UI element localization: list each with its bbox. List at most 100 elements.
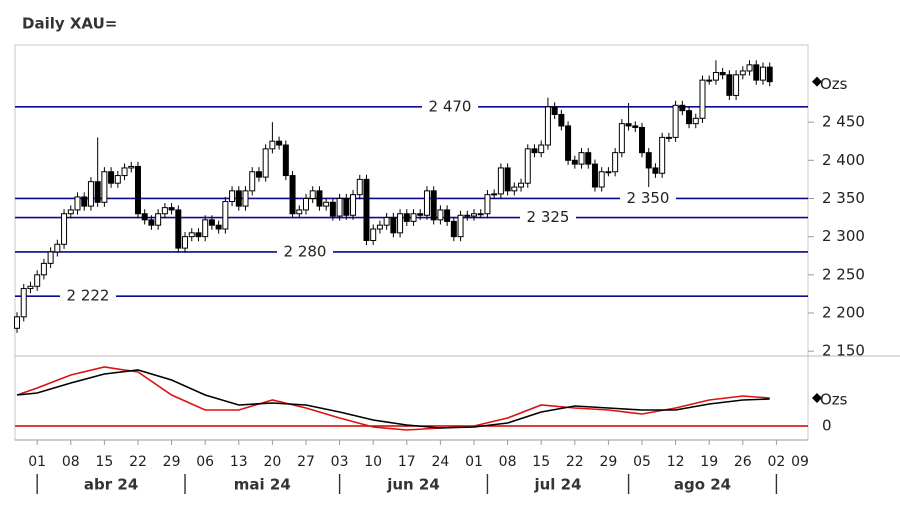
level-label: 2 325 — [527, 208, 570, 226]
x-tick-label: 17 — [398, 454, 416, 470]
chart-title: Daily XAU= — [22, 15, 117, 33]
candle-body — [544, 106, 551, 146]
y2-tick-label: 0 — [822, 417, 832, 435]
candle-body — [437, 209, 444, 221]
candle-body — [182, 236, 189, 249]
candle-body — [81, 196, 88, 207]
candle-body — [699, 79, 706, 119]
candle-body — [54, 243, 61, 253]
x-tick-label: 15 — [95, 454, 113, 470]
candle-body — [551, 106, 558, 115]
candle-body — [403, 213, 410, 222]
candle-body — [114, 175, 121, 184]
candle-body — [444, 209, 451, 222]
candle-body — [47, 251, 54, 264]
candle-body — [74, 196, 81, 211]
candle-body — [94, 181, 101, 203]
month-label: mai 24 — [234, 476, 291, 494]
candle-body — [302, 197, 309, 211]
candle-body — [733, 74, 740, 96]
candle-body — [692, 117, 699, 125]
candle-body — [108, 171, 115, 184]
x-tick-label: 09 — [791, 454, 809, 470]
candle-body — [148, 219, 155, 226]
candle-body — [40, 262, 47, 276]
candle-body — [34, 274, 41, 287]
candle-body — [168, 207, 175, 211]
candle-body — [87, 181, 94, 207]
candle-body — [491, 193, 498, 196]
month-label: abr 24 — [84, 476, 138, 494]
candle-body — [659, 136, 666, 174]
x-tick-label: 10 — [364, 454, 382, 470]
candle-body — [618, 123, 625, 154]
candle-body — [262, 148, 269, 178]
candle-body — [390, 217, 397, 234]
x-tick-label: 08 — [62, 454, 80, 470]
level-label-bg — [520, 208, 576, 227]
x-tick-label: 02 — [768, 454, 786, 470]
candle-body — [376, 224, 383, 230]
candle-body — [249, 171, 256, 192]
y-tick-label: 2 400 — [822, 151, 865, 169]
candle-body — [161, 207, 168, 215]
month-label: jun 24 — [386, 476, 440, 494]
candle-body — [329, 201, 336, 217]
last-value-marker — [812, 393, 822, 403]
candle-body — [235, 190, 242, 207]
x-tick-label: 19 — [700, 454, 718, 470]
oscillator-line — [16, 366, 770, 431]
x-tick-label: 27 — [297, 454, 315, 470]
candle-body — [188, 232, 195, 238]
candle-body — [282, 144, 289, 177]
candle-body — [350, 194, 357, 216]
candle-body — [632, 125, 639, 128]
candle-body — [665, 136, 672, 139]
candle-body — [477, 213, 484, 216]
candle-body — [269, 140, 276, 150]
candle-body — [229, 190, 236, 203]
candle-body — [672, 104, 679, 138]
x-tick-label: 15 — [532, 454, 550, 470]
candle-body — [128, 165, 135, 169]
oscillator-line — [16, 369, 770, 429]
candle-body — [679, 104, 686, 112]
candle-body — [531, 148, 538, 154]
level-label: 2 222 — [67, 287, 110, 305]
candle-body — [336, 197, 343, 217]
candle-body — [464, 214, 471, 217]
candle-body — [726, 74, 733, 96]
x-tick-label: 26 — [734, 454, 752, 470]
candle-body — [497, 167, 504, 195]
candle-body — [242, 190, 249, 207]
candle-body — [383, 217, 390, 226]
candle-body — [370, 228, 377, 241]
candle-body — [61, 213, 68, 245]
candle-body — [585, 152, 592, 165]
x-tick-label: 12 — [667, 454, 685, 470]
candle-body — [222, 201, 229, 230]
candle-body — [766, 66, 773, 83]
candle-body — [289, 175, 296, 215]
candle-body — [558, 113, 565, 127]
unit-label: Ozs — [820, 391, 848, 409]
candle-body — [215, 224, 222, 230]
candle-body — [645, 152, 652, 169]
x-tick-label: 29 — [163, 454, 181, 470]
level-label: 2 470 — [429, 97, 472, 115]
candle-body — [746, 64, 753, 72]
candle-body — [450, 220, 457, 238]
candle-body — [175, 209, 182, 249]
level-label-bg — [422, 97, 478, 116]
y-tick-label: 2 350 — [822, 189, 865, 207]
unit-label: Ozs — [820, 75, 848, 93]
candle-body — [296, 209, 303, 215]
candle-body — [457, 214, 464, 238]
y-tick-label: 2 250 — [822, 265, 865, 283]
level-label: 2 350 — [627, 189, 670, 207]
candle-body — [639, 126, 646, 154]
candle-body — [410, 213, 417, 222]
x-tick-label: 08 — [499, 454, 517, 470]
candle-body — [309, 190, 316, 199]
candle-body — [397, 213, 404, 234]
